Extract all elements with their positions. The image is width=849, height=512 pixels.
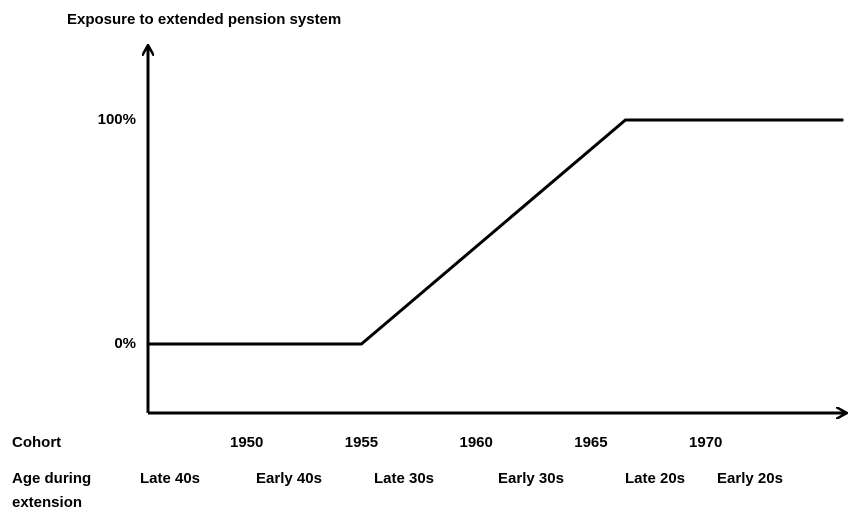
y-tick-label: 100% — [98, 111, 136, 128]
age-label: Early 40s — [256, 470, 322, 487]
age-label: Early 20s — [717, 470, 783, 487]
x-tick-label: 1965 — [574, 434, 607, 451]
chart-title: Exposure to extended pension system — [67, 11, 341, 28]
line — [148, 118, 844, 346]
age-label: Early 30s — [498, 470, 564, 487]
x-row-label: Cohort — [12, 434, 61, 451]
y-tick-label: 0% — [114, 335, 136, 352]
x-tick-label: 1970 — [689, 434, 722, 451]
age-label: Late 40s — [140, 470, 200, 487]
age-label: Late 20s — [625, 470, 685, 487]
age-row-label: extension — [12, 494, 82, 511]
age-row-label: Age during — [12, 470, 91, 487]
age-label: Late 30s — [374, 470, 434, 487]
x-tick-label: 1955 — [345, 434, 378, 451]
x-tick-label: 1950 — [230, 434, 263, 451]
x-tick-label: 1960 — [460, 434, 493, 451]
